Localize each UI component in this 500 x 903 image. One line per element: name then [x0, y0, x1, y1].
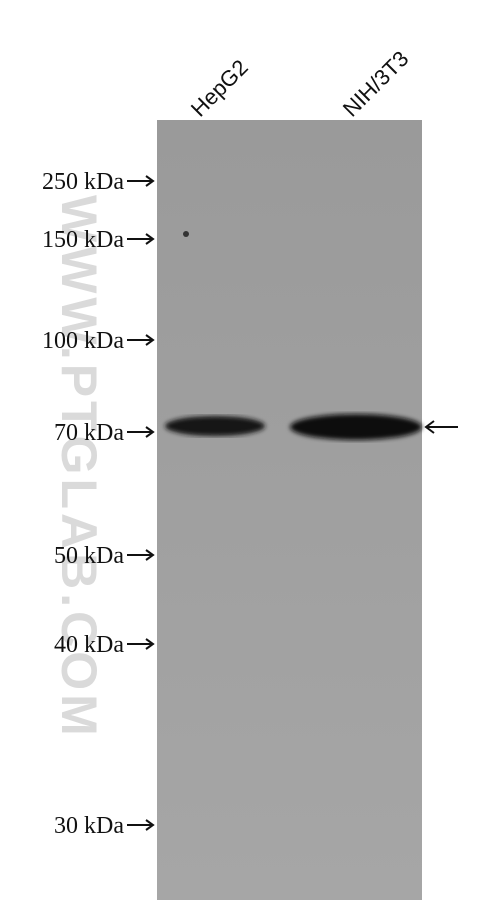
- lane-label: HepG2: [186, 55, 253, 122]
- marker-label: 250 kDa: [42, 169, 124, 195]
- band-hepg2: [165, 416, 265, 436]
- marker-label: 70 kDa: [54, 420, 124, 446]
- marker-label: 150 kDa: [42, 227, 124, 253]
- marker-label: 100 kDa: [42, 328, 124, 354]
- marker-label: 40 kDa: [54, 632, 124, 658]
- speck: [183, 231, 189, 237]
- marker-arrows: [127, 175, 155, 831]
- marker-label: 50 kDa: [54, 543, 124, 569]
- markers: 250 kDa 150 kDa 100 kDa 70 kDa 50 kDa 40…: [42, 169, 124, 839]
- band-nih3t3: [290, 414, 422, 440]
- target-arrow: [424, 420, 458, 434]
- marker-label: 30 kDa: [54, 813, 124, 839]
- blot-membrane: [157, 120, 422, 900]
- lane-label: NIH/3T3: [338, 46, 414, 122]
- watermark: WWW.PTGLAB.COM: [51, 195, 107, 740]
